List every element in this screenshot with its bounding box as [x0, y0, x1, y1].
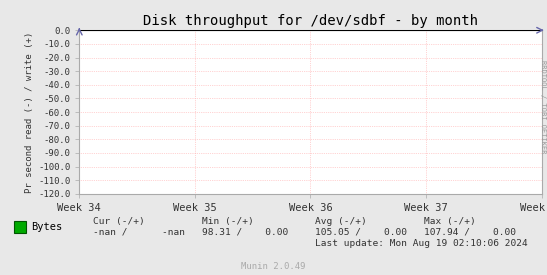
Text: 98.31 /    0.00: 98.31 / 0.00: [202, 228, 289, 237]
Text: Last update: Mon Aug 19 02:10:06 2024: Last update: Mon Aug 19 02:10:06 2024: [315, 239, 527, 248]
Text: Min (-/+): Min (-/+): [202, 217, 254, 226]
Y-axis label: Pr second read (-) / write (+): Pr second read (-) / write (+): [25, 31, 34, 193]
Text: Cur (-/+): Cur (-/+): [93, 217, 145, 226]
Text: 105.05 /    0.00: 105.05 / 0.00: [315, 228, 406, 237]
Text: RRDTOOL / TOBI OETIKER: RRDTOOL / TOBI OETIKER: [540, 60, 546, 154]
Text: Max (-/+): Max (-/+): [424, 217, 476, 226]
Text: 107.94 /    0.00: 107.94 / 0.00: [424, 228, 516, 237]
Title: Disk throughput for /dev/sdbf - by month: Disk throughput for /dev/sdbf - by month: [143, 14, 478, 28]
Text: Munin 2.0.49: Munin 2.0.49: [241, 262, 306, 271]
Text: Bytes: Bytes: [31, 222, 62, 232]
Text: -nan /      -nan: -nan / -nan: [93, 228, 185, 237]
Text: Avg (-/+): Avg (-/+): [315, 217, 366, 226]
